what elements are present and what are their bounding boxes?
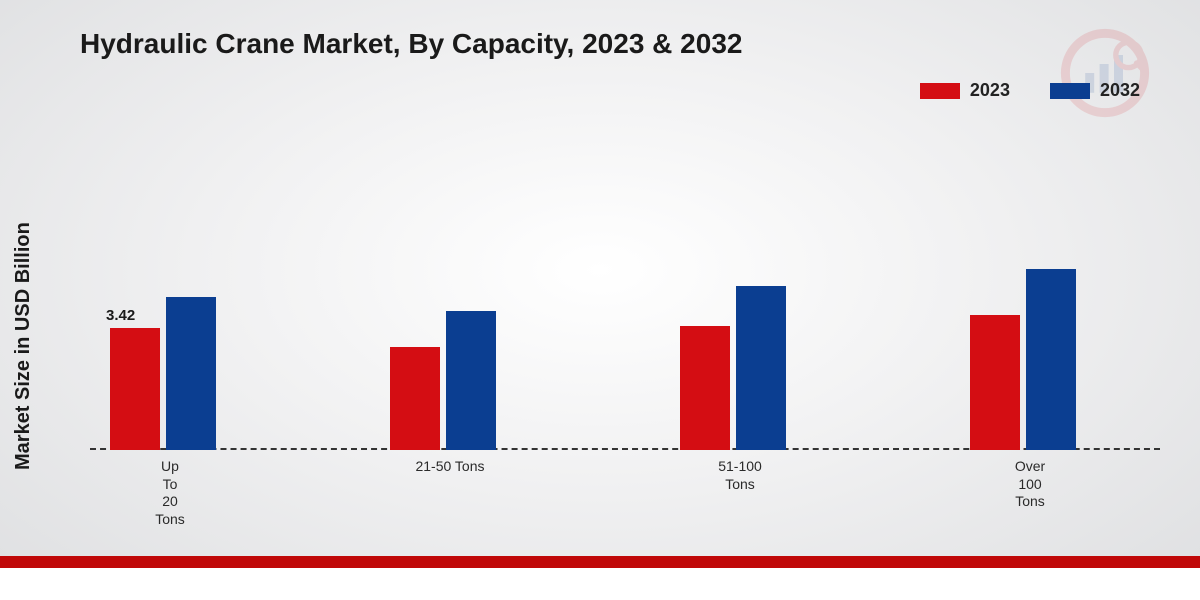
x-label-2: 51-100Tons — [680, 458, 800, 493]
bar-2023-0 — [110, 328, 160, 450]
legend-item-2032: 2032 — [1050, 80, 1140, 101]
x-label-3: Over100Tons — [970, 458, 1090, 511]
footer-red-stripe — [0, 556, 1200, 568]
bar-2032-2 — [736, 286, 786, 450]
bar-2032-1 — [446, 311, 496, 450]
legend-item-2023: 2023 — [920, 80, 1010, 101]
x-label-text-0: UpTo20Tons — [155, 458, 185, 527]
x-label-0: UpTo20Tons — [110, 458, 230, 528]
bar-2023-3 — [970, 315, 1020, 450]
legend: 2023 2032 — [920, 80, 1140, 101]
x-label-1: 21-50 Tons — [390, 458, 510, 476]
bar-group-2 — [680, 286, 800, 450]
x-axis-labels: UpTo20Tons 21-50 Tons 51-100Tons Over100… — [90, 458, 1160, 538]
legend-swatch-2032 — [1050, 83, 1090, 99]
bar-2023-1 — [390, 347, 440, 450]
footer-white-stripe — [0, 568, 1200, 600]
legend-label-2032: 2032 — [1100, 80, 1140, 101]
bar-group-0: 3.42 — [110, 297, 230, 450]
x-label-text-2: 51-100Tons — [718, 458, 762, 492]
watermark-logo — [1060, 28, 1150, 118]
bar-group-1 — [390, 311, 510, 450]
legend-swatch-2023 — [920, 83, 960, 99]
bar-2023-2 — [680, 326, 730, 450]
chart-page: Hydraulic Crane Market, By Capacity, 202… — [0, 0, 1200, 600]
bar-value-label: 3.42 — [106, 307, 135, 324]
plot-area: 3.42 — [90, 130, 1160, 450]
x-label-text-3: Over100Tons — [1015, 458, 1045, 509]
bar-2032-3 — [1026, 269, 1076, 450]
x-label-text-1: 21-50 Tons — [415, 458, 484, 474]
y-axis-label: Market Size in USD Billion — [12, 222, 35, 470]
legend-label-2023: 2023 — [970, 80, 1010, 101]
chart-title: Hydraulic Crane Market, By Capacity, 202… — [80, 28, 742, 60]
bar-group-3 — [970, 269, 1090, 450]
bar-2032-0 — [166, 297, 216, 450]
